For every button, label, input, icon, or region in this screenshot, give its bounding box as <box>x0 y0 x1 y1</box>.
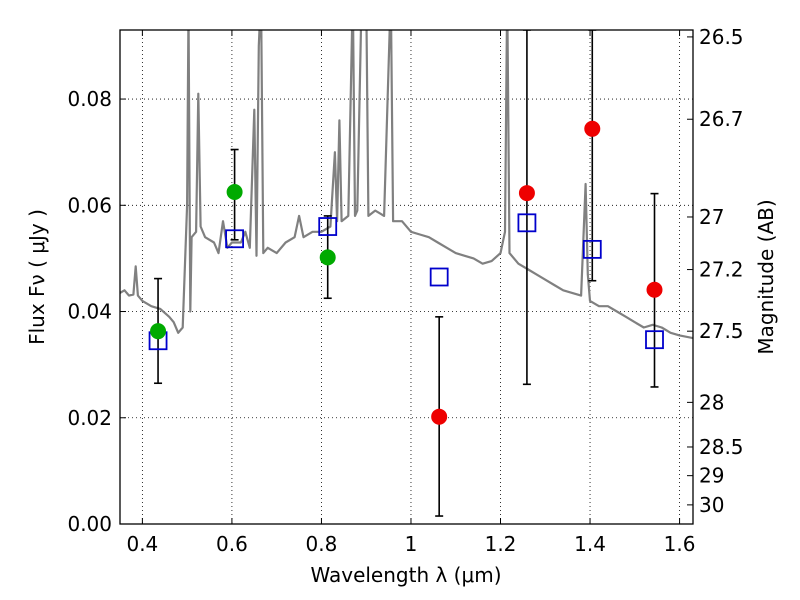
x-tick-label: 0.4 <box>126 532 158 556</box>
y-tick-label: 0.02 <box>67 406 112 430</box>
observed-point <box>646 281 663 298</box>
plot-background <box>120 30 693 524</box>
y-tick-label: 0.00 <box>67 512 112 536</box>
magnitude-tick-label: 27.2 <box>699 258 744 282</box>
model-photometry-point <box>582 239 602 259</box>
magnitude-tick-label: 27.5 <box>699 319 744 343</box>
model-spectrum <box>120 30 693 340</box>
y-tick-label: 0.08 <box>67 87 112 111</box>
model-photometry-point <box>318 217 338 236</box>
model-photometry-point <box>517 213 537 233</box>
magnitude-tick-label: 29 <box>699 464 724 488</box>
x-axis-ticks: 0.4 0.6 0.8 1 1.2 1.4 1.6 <box>126 30 695 556</box>
x-tick-label: 1 <box>405 532 418 556</box>
model-photometry-point <box>225 229 245 249</box>
model-photometry-point <box>429 267 449 287</box>
magnitude-tick-label: 26.7 <box>699 107 744 131</box>
plot-frame <box>119 29 694 525</box>
magnitude-tick-label: 26.5 <box>699 25 744 49</box>
y-tick-label: 0.04 <box>67 300 112 324</box>
spectrum-line <box>120 30 693 340</box>
magnitude-tick-label: 30 <box>699 493 724 517</box>
observed-point <box>319 249 336 266</box>
x-tick-label: 1.2 <box>485 532 517 556</box>
observed-points <box>150 120 663 425</box>
observed-point <box>518 185 535 202</box>
observed-point <box>431 408 448 425</box>
observed-point <box>150 323 167 340</box>
x-tick-label: 0.8 <box>306 532 338 556</box>
y-axis-ticks: 0.00 0.02 0.04 0.06 0.08 <box>67 87 126 536</box>
x-tick-label: 1.4 <box>574 532 606 556</box>
magnitude-tick-label: 28 <box>699 390 724 414</box>
y-tick-label: 0.06 <box>67 193 112 217</box>
magnitude-tick-label: 28.5 <box>699 435 744 459</box>
model-photometry-point <box>645 330 664 350</box>
magnitude-axis-ticks: 26.5 26.7 27 27.2 27.5 28 28.5 29 30 <box>687 25 744 517</box>
y-axis-label: Flux Fν ( μJy ) <box>25 209 49 345</box>
observed-point <box>584 120 601 137</box>
x-tick-label: 0.6 <box>216 532 248 556</box>
observed-point <box>226 184 243 201</box>
model-photometry-points <box>148 213 664 351</box>
x-axis-label: Wavelength λ (μm) <box>310 563 501 587</box>
x-tick-label: 1.6 <box>664 532 696 556</box>
plot-area <box>120 30 693 517</box>
magnitude-axis-label: Magnitude (AB) <box>754 199 778 354</box>
magnitude-tick-label: 27 <box>699 205 724 229</box>
